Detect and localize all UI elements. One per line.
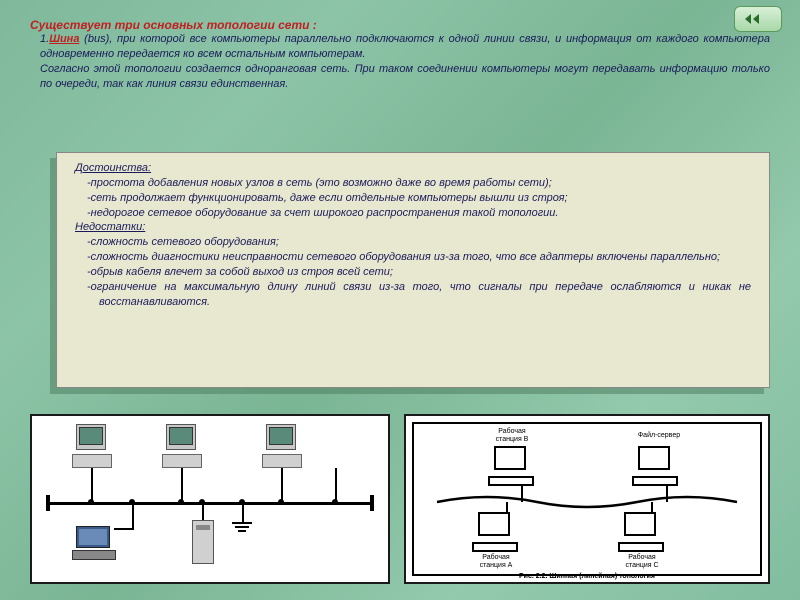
paragraph-bus: 1.Шина (bus), при которой все компьютеры…: [40, 32, 770, 62]
laptop-conn: [114, 528, 134, 530]
bus-en: (bus),: [79, 33, 117, 45]
pc-3: [262, 424, 302, 468]
ground-icon: [232, 522, 252, 532]
node-4: [129, 499, 135, 505]
pc-2: [162, 424, 202, 468]
drop-3: [281, 468, 283, 502]
dis-3: -обрыв кабеля влечет за собой выход из с…: [75, 265, 751, 280]
label-ws-c: Рабочая станция C: [612, 554, 672, 569]
node-5: [199, 499, 205, 505]
label-ws-b: Рабочая станция B: [482, 428, 542, 443]
drop-1: [91, 468, 93, 502]
server-tower: [192, 520, 214, 564]
main-text: Существует три основных топологии сети :…: [30, 18, 770, 91]
drop-5: [202, 504, 204, 520]
dis-2: -сложность диагностики неисправности сет…: [75, 250, 751, 265]
advantages-header: Достоинства:: [75, 161, 751, 176]
node-3: [278, 499, 284, 505]
bus-cable: [48, 502, 372, 505]
drop-2: [181, 468, 183, 502]
drop-7: [335, 468, 337, 502]
ground-drop: [242, 504, 244, 522]
adv-3: -недорогое сетевое оборудование за счет …: [75, 206, 751, 221]
node-1: [88, 499, 94, 505]
adv-1: -простота добавления новых узлов в сеть …: [75, 176, 751, 191]
bw-pc-b: [488, 446, 534, 486]
label-ws-a: Рабочая станция A: [466, 554, 526, 569]
pc-1: [72, 424, 112, 468]
box-content: Достоинства: -простота добавления новых …: [56, 152, 770, 388]
dis-4: -ограничение на максимальную длину линий…: [75, 280, 751, 310]
terminator-left: [46, 495, 50, 511]
adv-2: -сеть продолжает функционировать, даже е…: [75, 191, 751, 206]
laptop: [72, 526, 116, 560]
item-number: 1.: [40, 33, 49, 45]
bw-pc-a: [472, 512, 518, 552]
para1-text: при которой все компьютеры параллельно п…: [40, 33, 770, 60]
bw-pc-c: [618, 512, 664, 552]
bw-fileserver: [632, 446, 678, 486]
diagram-bus-bw: Рабочая станция B Файл-сервер Рабочая ст…: [404, 414, 770, 584]
bus-label: Шина: [49, 33, 79, 45]
info-box: Достоинства: -простота добавления новых …: [56, 152, 770, 388]
page-title: Существует три основных топологии сети :: [30, 18, 770, 32]
paragraph-2: Согласно этой топологии создается однора…: [40, 62, 770, 92]
dis-1: -сложность сетевого оборудования;: [75, 235, 751, 250]
diagram-bus-color: [30, 414, 390, 584]
diagrams-row: Рабочая станция B Файл-сервер Рабочая ст…: [30, 414, 770, 584]
node-6: [239, 499, 245, 505]
label-fs: Файл-сервер: [624, 432, 694, 440]
bw-svg: [414, 424, 760, 574]
bw-caption: Рис. 2.2. Шинная (линейная) топология: [406, 573, 768, 580]
drop-4: [132, 504, 134, 528]
disadvantages-header: Недостатки:: [75, 220, 751, 235]
terminator-right: [370, 495, 374, 511]
node-2: [178, 499, 184, 505]
